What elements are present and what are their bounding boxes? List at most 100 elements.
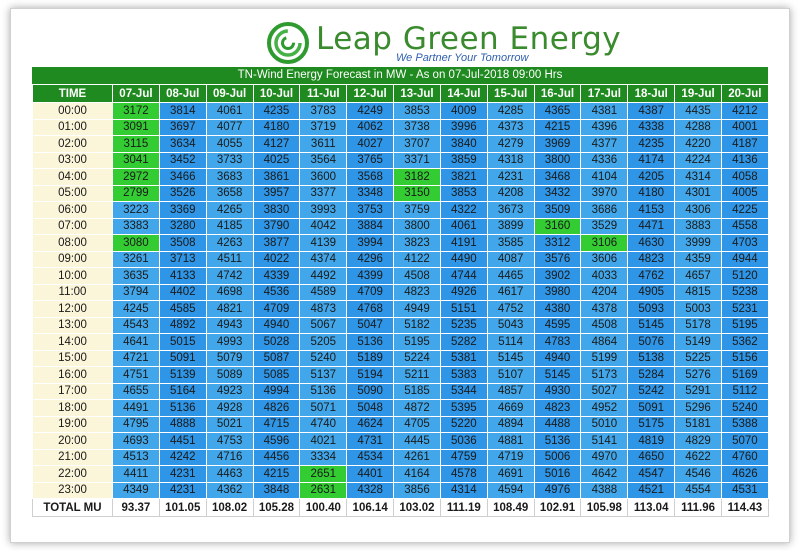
value-cell: 5291 [674, 382, 722, 400]
value-cell: 4451 [158, 432, 207, 450]
value-cell: 4944 [720, 250, 769, 268]
value-cell: 5178 [674, 316, 722, 334]
value-cell: 4894 [486, 415, 535, 433]
value-cell: 3800 [393, 217, 441, 235]
date-header: 10-Jul [252, 84, 301, 103]
value-cell: 4715 [252, 415, 301, 433]
value-cell: 3707 [393, 135, 441, 153]
table-body: 00:00 3172 3814 4061 4235 3783 4249 3853 4009 428… [32, 102, 769, 517]
value-cell: 3853 [393, 102, 441, 120]
value-cell: 4180 [252, 118, 301, 136]
date-header: 11-Jul [299, 84, 348, 103]
value-cell: 4594 [486, 481, 535, 499]
value-cell: 5181 [674, 415, 722, 433]
value-cell: 5145 [533, 366, 582, 384]
total-value-cell: 113.04 [627, 498, 676, 517]
value-cell: 3821 [439, 168, 488, 186]
value-cell: 4215 [533, 118, 582, 136]
value-cell: 5136 [158, 399, 207, 417]
table-row: 01:00 3091 3697 4077 4180 3719 4062 3738 3996 437… [32, 118, 769, 136]
value-cell: 4709 [346, 283, 395, 301]
table-row: 07:00 3383 3280 4185 3790 4042 3884 3800 4061 389… [32, 217, 769, 235]
time-cell: 04:00 [32, 168, 113, 186]
value-cell: 4133 [158, 267, 207, 285]
value-cell: 4768 [346, 300, 395, 318]
value-cell: 5383 [439, 366, 488, 384]
highlighted-value-cell: 2631 [299, 481, 348, 499]
value-cell: 4127 [252, 135, 301, 153]
value-cell: 3452 [158, 151, 207, 169]
value-cell: 3765 [346, 151, 395, 169]
table-row: 08:00 3080 3508 4263 3877 4139 3994 3823 4191 358… [32, 234, 769, 252]
total-value-cell: 108.49 [486, 498, 535, 517]
value-cell: 4306 [674, 201, 722, 219]
total-value-cell: 111.96 [674, 498, 722, 517]
highlighted-value-cell: 3115 [112, 135, 160, 153]
total-value-cell: 102.91 [533, 498, 582, 517]
value-cell: 4402 [158, 283, 207, 301]
value-cell: 4952 [580, 399, 629, 417]
table-row: 11:00 3794 4402 4698 4536 4589 4709 4823 4926 461… [32, 283, 769, 301]
value-cell: 5141 [580, 432, 629, 450]
value-cell: 4752 [486, 300, 535, 318]
value-cell: 4943 [205, 316, 254, 334]
value-cell: 4888 [158, 415, 207, 433]
value-cell: 4208 [486, 184, 535, 202]
value-cell: 4892 [158, 316, 207, 334]
value-cell: 4595 [533, 316, 582, 334]
date-header: 13-Jul [393, 84, 441, 103]
value-cell: 4191 [439, 234, 488, 252]
value-cell: 3957 [252, 184, 301, 202]
value-cell: 3585 [486, 234, 535, 252]
table-row: 12:00 4245 4585 4821 4709 4873 4768 4949 5151 475… [32, 300, 769, 318]
date-header: 17-Jul [580, 84, 629, 103]
forecast-card: Leap Green Energy We Partner Your Tomorr… [10, 8, 790, 543]
value-cell: 4719 [486, 448, 535, 466]
value-cell: 4077 [205, 118, 254, 136]
value-cell: 5139 [158, 366, 207, 384]
value-cell: 3719 [299, 118, 348, 136]
value-cell: 4139 [299, 234, 348, 252]
value-cell: 4005 [720, 184, 769, 202]
value-cell: 4698 [205, 283, 254, 301]
value-cell: 3526 [158, 184, 207, 202]
value-cell: 4762 [627, 267, 676, 285]
value-cell: 4187 [720, 135, 769, 153]
value-cell: 4185 [205, 217, 254, 235]
value-cell: 4153 [627, 201, 676, 219]
value-cell: 4463 [205, 465, 254, 483]
time-header: TIME [32, 84, 113, 103]
value-cell: 5120 [720, 267, 769, 285]
table-row: 16:00 4751 5139 5089 5085 5137 5194 5211 5383 510… [32, 366, 769, 384]
value-cell: 4025 [252, 151, 301, 169]
value-cell: 4136 [720, 151, 769, 169]
value-cell: 3600 [299, 168, 348, 186]
highlighted-value-cell: 3106 [580, 234, 629, 252]
value-cell: 4322 [439, 201, 488, 219]
value-cell: 3635 [112, 267, 160, 285]
value-cell: 3800 [533, 151, 582, 169]
value-cell: 4265 [205, 201, 254, 219]
value-cell: 4001 [720, 118, 769, 136]
time-cell: 23:00 [32, 481, 113, 499]
table-row: 14:00 4641 5015 4993 5028 5205 5136 5195 5282 511… [32, 333, 769, 351]
value-cell: 3848 [252, 481, 301, 499]
value-cell: 5006 [533, 448, 582, 466]
value-cell: 5145 [486, 349, 535, 367]
value-cell: 4021 [299, 432, 348, 450]
value-cell: 3509 [533, 201, 582, 219]
value-cell: 4751 [112, 366, 160, 384]
value-cell: 3261 [112, 250, 160, 268]
value-cell: 4381 [580, 102, 629, 120]
value-cell: 4546 [674, 465, 722, 483]
value-cell: 4336 [580, 151, 629, 169]
value-cell: 3830 [252, 201, 301, 219]
value-cell: 4823 [393, 283, 441, 301]
highlighted-value-cell: 3172 [112, 102, 160, 120]
value-cell: 4205 [627, 168, 676, 186]
value-cell: 5185 [393, 382, 441, 400]
value-cell: 5137 [299, 366, 348, 384]
value-cell: 4242 [158, 448, 207, 466]
highlighted-value-cell: 3150 [393, 184, 441, 202]
value-cell: 5194 [346, 366, 395, 384]
